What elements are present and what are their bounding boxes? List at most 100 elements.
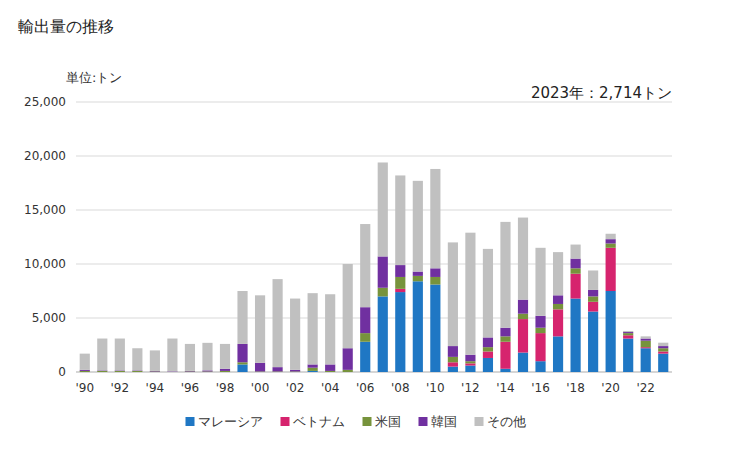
bar: [150, 372, 160, 373]
bar: [430, 277, 440, 285]
bar: [571, 274, 581, 299]
bar: [430, 285, 440, 372]
bars: [80, 162, 669, 372]
x-tick-label: '02: [286, 381, 305, 395]
bar: [115, 339, 125, 371]
x-tick-label: '22: [636, 381, 655, 395]
bar: [343, 264, 353, 348]
bar: [518, 353, 528, 372]
bar: [360, 224, 370, 307]
bar: [290, 299, 300, 370]
legend-swatch: [281, 417, 290, 426]
bar: [167, 339, 177, 372]
bar: [115, 372, 125, 373]
bar: [80, 370, 90, 371]
bar: [378, 288, 388, 297]
bar: [535, 248, 545, 316]
bar: [132, 372, 142, 373]
bar: [641, 341, 651, 347]
y-tick-label: 25,000: [24, 95, 66, 109]
bar: [395, 277, 405, 289]
bar: [588, 302, 598, 312]
bar: [80, 372, 90, 373]
bar: [553, 309, 563, 336]
x-tick-label: '16: [531, 381, 550, 395]
bar: [290, 370, 300, 372]
bar: [290, 372, 300, 373]
bar: [97, 372, 107, 373]
bar: [132, 348, 142, 370]
bar: [588, 312, 598, 372]
bar: [395, 292, 405, 372]
bar: [518, 218, 528, 300]
bar: [500, 336, 510, 341]
bar: [483, 337, 493, 347]
bar: [623, 335, 633, 338]
bar: [325, 371, 335, 372]
x-tick-label: '06: [356, 381, 375, 395]
bar: [465, 233, 475, 355]
bar: [658, 346, 668, 348]
bar: [325, 372, 335, 373]
bar: [535, 333, 545, 361]
bar: [413, 272, 423, 276]
legend-swatch: [186, 417, 195, 426]
bar: [395, 289, 405, 292]
bar: [483, 358, 493, 372]
bar: [500, 342, 510, 369]
bar: [430, 268, 440, 277]
bar: [606, 291, 616, 372]
bar: [237, 344, 247, 362]
bar: [413, 276, 423, 281]
bar: [202, 343, 212, 371]
bar: [343, 348, 353, 370]
x-tick-label: '94: [146, 381, 165, 395]
bar: [220, 372, 230, 373]
x-tick-label: '04: [321, 381, 340, 395]
bar: [185, 344, 195, 371]
title: 輸出量の推移: [18, 17, 114, 36]
bar: [448, 362, 458, 366]
bar: [448, 242, 458, 346]
bar: [80, 372, 90, 373]
bar: [132, 372, 142, 373]
x-tick-label: '18: [566, 381, 585, 395]
bar: [641, 336, 651, 338]
x-tick-label: '98: [216, 381, 235, 395]
grid-line: [76, 210, 672, 211]
legend-swatch: [475, 417, 484, 426]
x-tick-label: '10: [426, 381, 445, 395]
bar: [150, 372, 160, 373]
y-tick-label: 20,000: [24, 149, 66, 163]
bar: [185, 372, 195, 373]
bar: [255, 372, 265, 373]
bar: [167, 372, 177, 373]
bar: [237, 364, 247, 372]
bar: [500, 328, 510, 337]
x-tick-label: '90: [75, 381, 94, 395]
bar: [378, 162, 388, 256]
bar: [273, 372, 283, 373]
grid-line: [76, 372, 672, 373]
bar: [220, 369, 230, 371]
bar: [97, 339, 107, 371]
bar: [360, 342, 370, 372]
bar: [658, 354, 668, 372]
bar: [115, 372, 125, 373]
bar: [518, 314, 528, 319]
legend-swatch: [419, 417, 428, 426]
bar: [273, 372, 283, 373]
bar: [255, 363, 265, 372]
bar: [237, 362, 247, 364]
bar: [413, 281, 423, 372]
bar: [97, 371, 107, 372]
bar: [395, 175, 405, 265]
bar: [80, 354, 90, 370]
legend-label: 米国: [375, 414, 401, 429]
bar: [500, 222, 510, 328]
bar: [448, 367, 458, 372]
bar: [185, 372, 195, 373]
bar: [553, 252, 563, 295]
legend-swatch: [363, 417, 372, 426]
bar: [255, 372, 265, 373]
